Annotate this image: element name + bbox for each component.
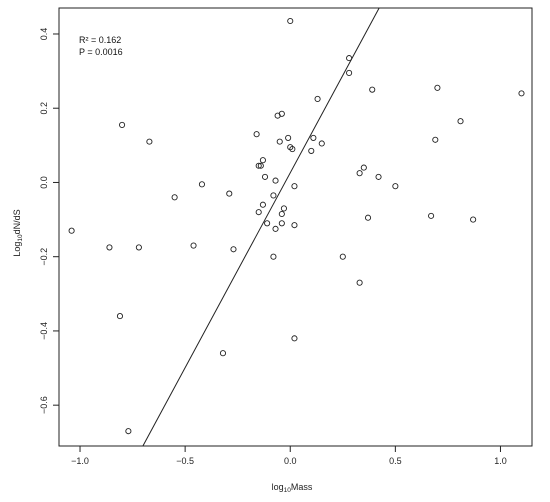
data-point xyxy=(518,90,525,97)
data-point xyxy=(432,136,439,143)
data-point xyxy=(272,225,279,232)
data-point xyxy=(369,86,376,93)
data-point xyxy=(392,183,399,190)
data-point xyxy=(270,253,277,260)
data-point xyxy=(116,313,124,320)
data-point xyxy=(190,242,197,249)
plot-frame xyxy=(58,7,533,447)
data-point xyxy=(278,220,285,227)
data-point xyxy=(434,84,441,91)
data-point xyxy=(257,162,264,169)
data-point xyxy=(259,201,266,208)
y-tick-label: −0.6 xyxy=(39,396,49,414)
data-point xyxy=(261,173,269,180)
x-tick-label: 0.5 xyxy=(389,456,402,466)
data-point xyxy=(272,177,279,184)
x-axis-title-subscript: 10 xyxy=(284,487,292,494)
data-point xyxy=(470,216,477,223)
data-point xyxy=(255,209,262,216)
data-point xyxy=(356,170,363,177)
data-point xyxy=(198,181,206,188)
r2-annotation: R² = 0.162 xyxy=(79,35,121,45)
x-tick-label: −1.0 xyxy=(71,456,89,466)
data-point xyxy=(360,164,367,171)
axis-ticks: −1.0 −0.5 0.0 0.5 1.0 −0.6 −0.4 −0.2 0.0 0.2 0.4 xyxy=(39,28,507,466)
data-point xyxy=(119,121,126,128)
y-axis-title: Log10dN/dS xyxy=(12,209,24,256)
data-point xyxy=(291,183,298,190)
x-tick-label: 0.0 xyxy=(284,456,297,466)
y-axis-title-subscript: 10 xyxy=(17,234,24,242)
y-tick-label: 0.2 xyxy=(39,102,49,115)
data-point xyxy=(289,146,296,153)
data-point xyxy=(291,222,298,229)
y-axis-title-suffix: dN/dS xyxy=(12,209,22,234)
data-point xyxy=(255,162,262,169)
data-point xyxy=(318,140,325,147)
x-tick-label: −0.5 xyxy=(176,456,194,466)
data-point xyxy=(106,244,113,251)
data-point xyxy=(171,194,178,201)
data-point xyxy=(68,227,75,234)
data-point xyxy=(346,69,353,77)
data-point xyxy=(314,95,321,102)
p-annotation: P = 0.0016 xyxy=(79,47,123,57)
y-tick-label: 0.4 xyxy=(39,28,49,41)
data-point xyxy=(276,138,283,145)
data-point xyxy=(308,147,315,154)
x-tick-label: 1.0 xyxy=(494,456,507,466)
data-point xyxy=(146,138,153,145)
data-point xyxy=(375,173,382,180)
data-point xyxy=(125,428,132,435)
data-point xyxy=(291,335,298,342)
x-axis-title-prefix: log xyxy=(272,482,284,492)
data-point xyxy=(457,118,464,125)
data-point xyxy=(253,131,260,138)
y-axis-title-prefix: Log xyxy=(12,242,22,257)
x-axis-title: log10Mass xyxy=(272,482,313,494)
regression-line xyxy=(142,7,380,447)
y-tick-label: 0.0 xyxy=(39,176,49,189)
data-point xyxy=(428,212,435,219)
data-point xyxy=(339,253,346,260)
data-point xyxy=(285,134,292,141)
data-point xyxy=(264,220,271,227)
data-point xyxy=(135,244,142,251)
data-points xyxy=(68,17,525,435)
data-point xyxy=(364,214,372,221)
data-point xyxy=(219,350,227,357)
data-point xyxy=(270,192,277,199)
data-point xyxy=(226,190,233,197)
data-point xyxy=(287,17,294,25)
data-point xyxy=(278,210,285,218)
y-tick-label: −0.2 xyxy=(39,248,49,266)
x-axis-title-suffix: Mass xyxy=(291,482,313,492)
y-tick-label: −0.4 xyxy=(39,322,49,340)
data-point xyxy=(259,157,266,164)
data-point xyxy=(280,205,287,212)
data-point xyxy=(356,279,363,286)
data-point xyxy=(230,246,237,253)
data-point xyxy=(278,110,285,117)
data-point xyxy=(310,134,317,141)
